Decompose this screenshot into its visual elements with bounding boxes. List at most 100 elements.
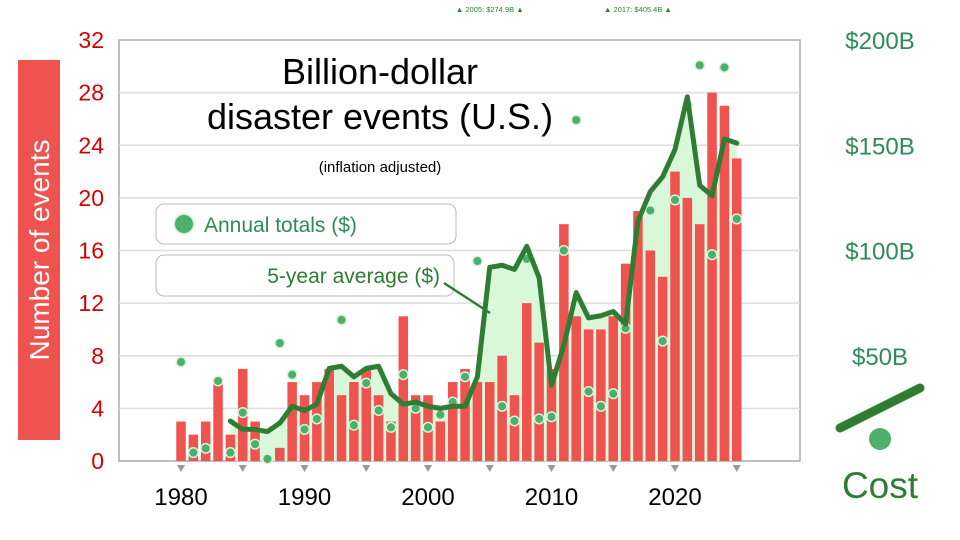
event-bar bbox=[571, 316, 581, 461]
x-tick-label: 1990 bbox=[278, 484, 331, 511]
cost-dot bbox=[731, 213, 743, 225]
event-bar bbox=[324, 368, 334, 461]
x-tick-label: 2000 bbox=[401, 484, 454, 511]
x-tick-markers bbox=[177, 465, 741, 472]
cost-dot bbox=[187, 447, 199, 459]
y2-tick-label: $50B bbox=[852, 344, 908, 371]
event-bar bbox=[485, 382, 495, 461]
offchart-notes: ▲ 2005: $274.9B ▲ ▲ 2017: $405.4B ▲ bbox=[456, 5, 672, 14]
legend-line-pointer bbox=[443, 281, 491, 315]
event-bar bbox=[398, 316, 409, 461]
cost-dot bbox=[348, 419, 360, 431]
y-tick-label: 16 bbox=[78, 238, 104, 264]
event-bar bbox=[657, 276, 668, 461]
legend-dots-label: Annual totals ($) bbox=[204, 214, 357, 237]
y-tick-label: 4 bbox=[91, 395, 104, 421]
x-tick-marker bbox=[671, 465, 679, 472]
cost-dot bbox=[570, 114, 582, 126]
y2label: Cost bbox=[842, 465, 919, 506]
offchart-note: ▲ 2017: $405.4B ▲ bbox=[604, 5, 672, 14]
cost-dot bbox=[311, 413, 323, 425]
event-bar bbox=[694, 224, 705, 461]
event-bar bbox=[670, 171, 680, 461]
cost-dot bbox=[385, 421, 397, 433]
y2-tick-label: $150B bbox=[845, 133, 914, 160]
legend-line-box bbox=[155, 254, 455, 297]
cost-dot bbox=[706, 249, 718, 261]
x-tick-label: 2010 bbox=[525, 484, 578, 511]
event-bar bbox=[633, 211, 643, 461]
event-bar bbox=[213, 382, 223, 461]
cost-dot bbox=[434, 409, 446, 421]
event-bar bbox=[287, 382, 297, 461]
y-tick-label: 12 bbox=[78, 290, 104, 316]
cost-dot bbox=[224, 447, 236, 459]
event-bar bbox=[460, 368, 470, 461]
event-bar bbox=[447, 382, 458, 461]
cost-dot bbox=[508, 415, 521, 427]
x-tick-marker bbox=[609, 465, 618, 472]
legend-line-label: 5-year average ($) bbox=[267, 265, 440, 288]
x-tick-marker bbox=[300, 465, 309, 472]
x-tick-label: 2020 bbox=[648, 484, 701, 511]
cost-dot bbox=[212, 375, 224, 387]
y-tick-label: 20 bbox=[78, 185, 104, 211]
event-bar bbox=[596, 329, 606, 461]
y-tick-label: 8 bbox=[91, 343, 104, 369]
cost-dot-icon bbox=[869, 428, 891, 450]
cost-dot bbox=[459, 371, 471, 383]
event-bar bbox=[732, 158, 742, 461]
legend-dot-marker bbox=[173, 213, 195, 235]
y2-tick-labels: $50B $100B $150B $200B bbox=[845, 28, 914, 371]
cost-dot bbox=[261, 453, 274, 465]
event-bar bbox=[620, 263, 631, 461]
event-bar bbox=[534, 342, 544, 461]
y2-tick-label: $200B bbox=[845, 28, 914, 55]
cost-dot bbox=[373, 404, 385, 417]
y-tick-label: 0 bbox=[91, 448, 104, 474]
cost-line-icon bbox=[835, 383, 925, 433]
cost-dot bbox=[286, 369, 298, 381]
cost-dot bbox=[545, 411, 558, 423]
cost-dot bbox=[533, 413, 545, 425]
y-tick-label: 24 bbox=[78, 132, 104, 158]
chart-title-line1: Billion-dollar bbox=[282, 51, 478, 92]
x-tick-marker bbox=[424, 465, 432, 472]
event-bar bbox=[707, 92, 717, 461]
chart-subtitle: (inflation adjusted) bbox=[319, 159, 442, 176]
cost-dot bbox=[274, 337, 286, 349]
event-bar bbox=[472, 382, 483, 461]
x-tick-marker bbox=[238, 465, 247, 472]
cost-dot bbox=[175, 356, 187, 368]
cost-dot bbox=[595, 400, 607, 412]
event-bar bbox=[361, 368, 371, 461]
cost-dot bbox=[583, 385, 595, 398]
x-tick-marker bbox=[362, 465, 371, 472]
event-bar bbox=[336, 395, 347, 461]
cost-dot bbox=[657, 335, 669, 347]
x-tick-label: 1980 bbox=[154, 484, 207, 511]
cost-dot bbox=[694, 59, 706, 71]
event-bar bbox=[522, 303, 532, 461]
cost-dot bbox=[669, 194, 681, 206]
y-tick-label: 28 bbox=[78, 80, 104, 106]
cost-dot bbox=[360, 377, 372, 389]
cost-dot bbox=[644, 204, 656, 217]
ylabel: Number of events bbox=[24, 140, 55, 361]
event-bar bbox=[645, 250, 656, 461]
event-bar bbox=[435, 421, 446, 461]
cost-dot bbox=[298, 423, 311, 435]
event-bar bbox=[682, 197, 693, 461]
cost-dot bbox=[496, 400, 508, 412]
cost-dot bbox=[249, 438, 261, 450]
event-bar bbox=[410, 395, 421, 461]
x-tick-labels: 1980 1990 2000 2010 2020 bbox=[154, 484, 701, 511]
cost-dot bbox=[558, 244, 570, 257]
x-tick-marker bbox=[547, 465, 556, 472]
average-line bbox=[227, 94, 740, 435]
x-tick-marker bbox=[177, 465, 185, 472]
y-tick-labels: 0 4 8 12 16 20 24 28 32 bbox=[78, 27, 104, 474]
event-bar bbox=[719, 105, 730, 461]
chart-title-line2: disaster events (U.S.) bbox=[207, 96, 553, 137]
